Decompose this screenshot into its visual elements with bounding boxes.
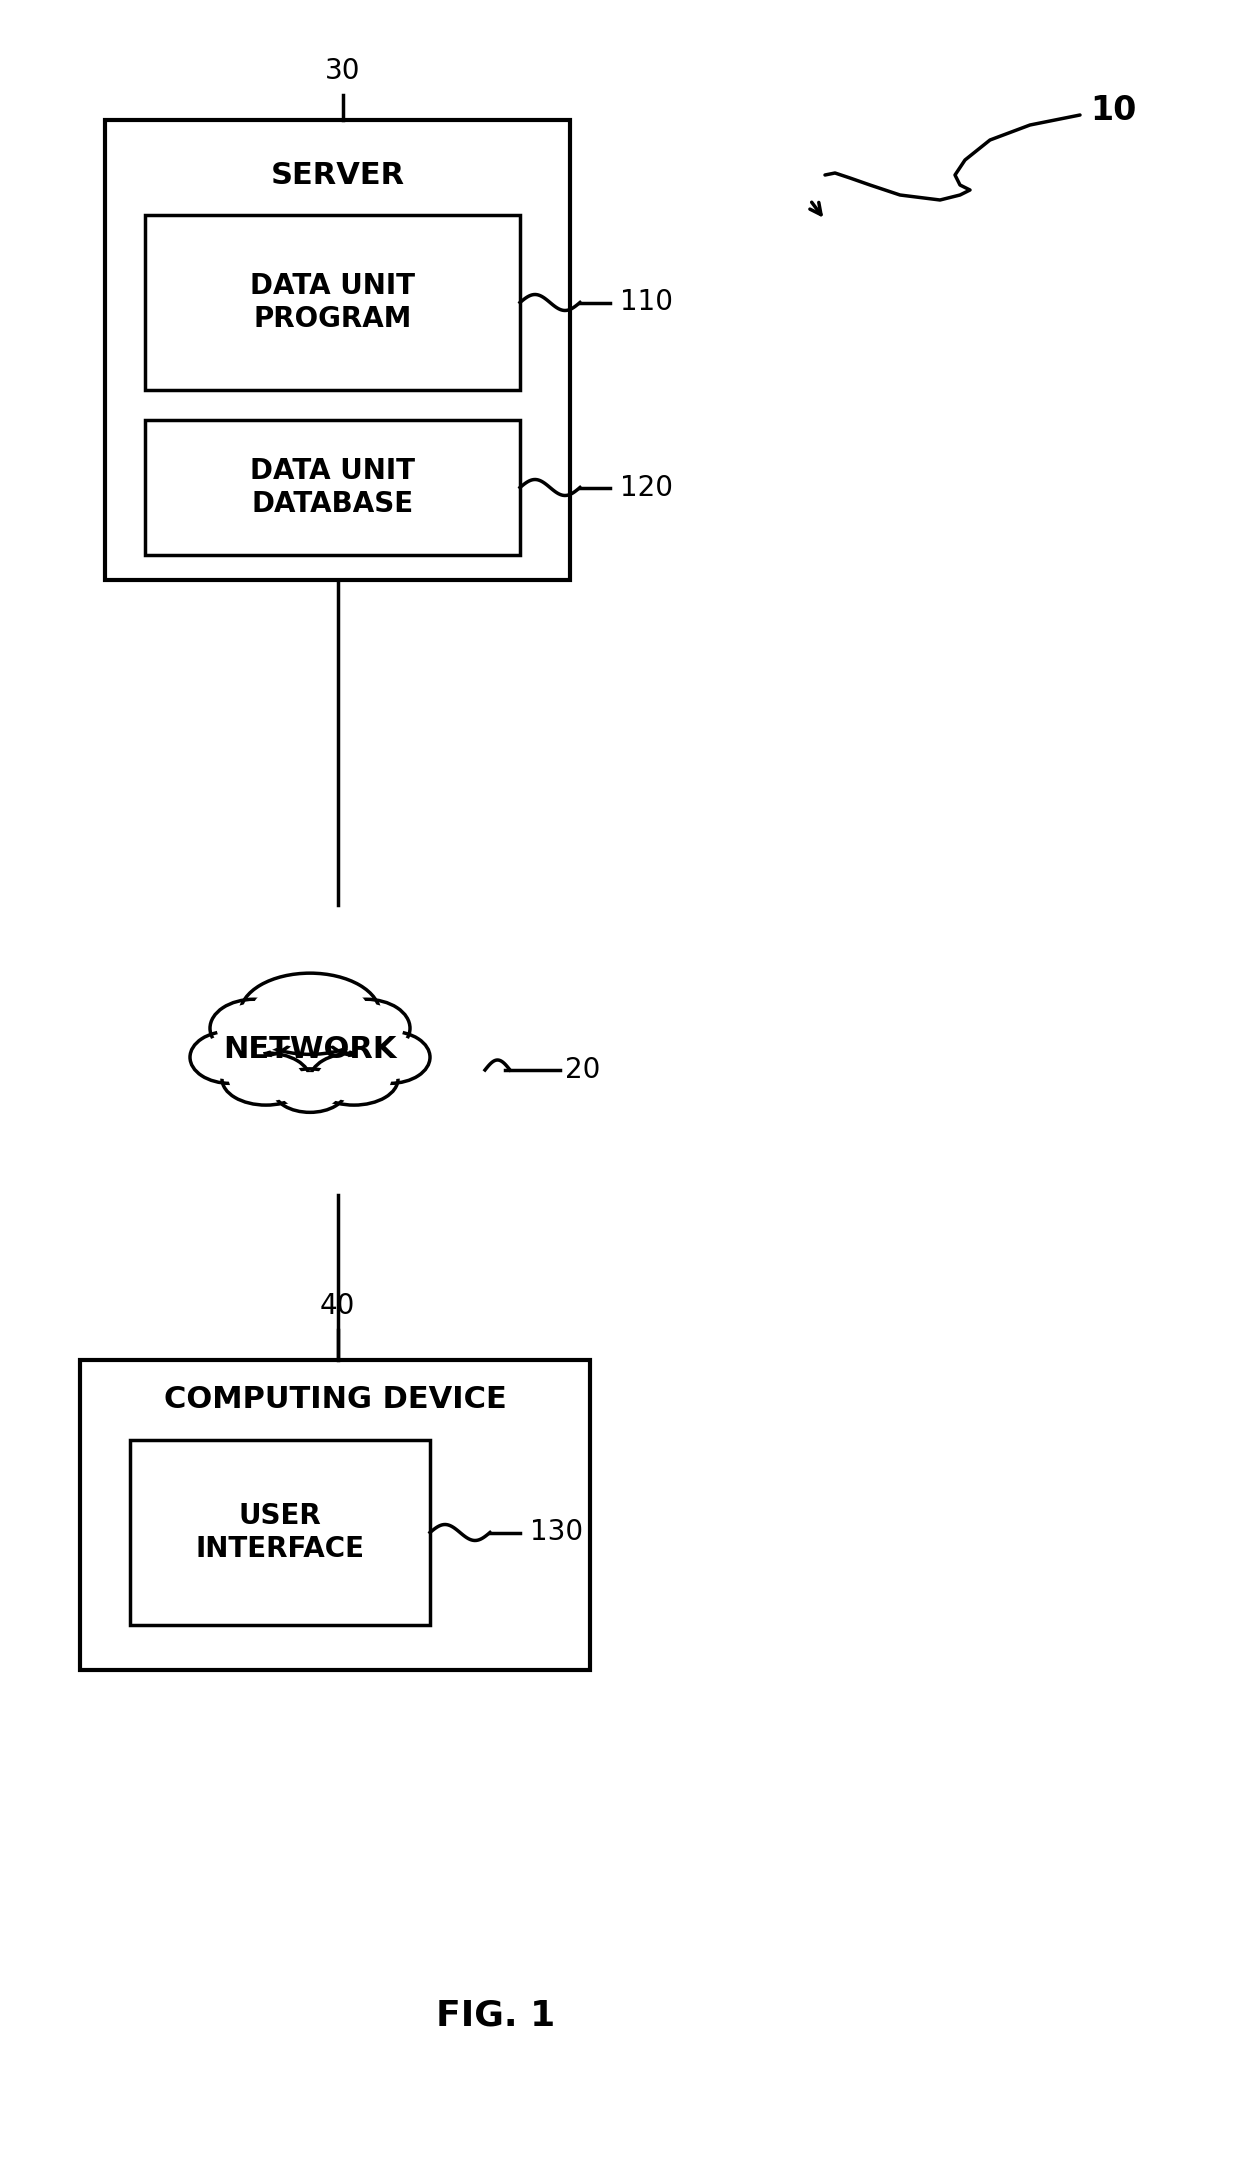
Text: SERVER: SERVER	[270, 161, 404, 189]
Bar	[81, 1359, 590, 1670]
Text: 110: 110	[620, 289, 673, 318]
Text: USER
INTERFACE: USER INTERFACE	[196, 1503, 365, 1562]
Text: 10: 10	[1090, 94, 1136, 126]
Ellipse shape	[356, 1035, 424, 1079]
Ellipse shape	[196, 1035, 264, 1079]
Ellipse shape	[190, 1031, 270, 1083]
Ellipse shape	[250, 979, 370, 1048]
Ellipse shape	[329, 1003, 403, 1053]
Ellipse shape	[322, 998, 410, 1057]
Text: COMPUTING DEVICE: COMPUTING DEVICE	[164, 1385, 506, 1414]
Ellipse shape	[274, 1068, 346, 1111]
Ellipse shape	[222, 1053, 310, 1105]
Bar	[130, 1440, 430, 1625]
Ellipse shape	[228, 1057, 304, 1101]
Text: DATA UNIT
DATABASE: DATA UNIT DATABASE	[250, 457, 415, 518]
Bar	[145, 420, 520, 555]
Ellipse shape	[316, 1057, 392, 1101]
Ellipse shape	[241, 972, 379, 1055]
Ellipse shape	[279, 1072, 341, 1109]
Text: NETWORK: NETWORK	[223, 1035, 397, 1064]
Ellipse shape	[310, 1053, 398, 1105]
Ellipse shape	[350, 1031, 430, 1083]
Text: 40: 40	[320, 1292, 355, 1320]
Text: 30: 30	[325, 57, 361, 85]
Text: 120: 120	[620, 474, 673, 502]
Ellipse shape	[217, 1003, 291, 1053]
Bar	[145, 215, 520, 389]
Text: DATA UNIT
PROGRAM: DATA UNIT PROGRAM	[250, 272, 415, 333]
Text: FIG. 1: FIG. 1	[436, 1999, 556, 2031]
Text: 130: 130	[529, 1518, 583, 1546]
Ellipse shape	[210, 998, 298, 1057]
Text: 20: 20	[565, 1057, 600, 1083]
Bar	[105, 120, 570, 581]
